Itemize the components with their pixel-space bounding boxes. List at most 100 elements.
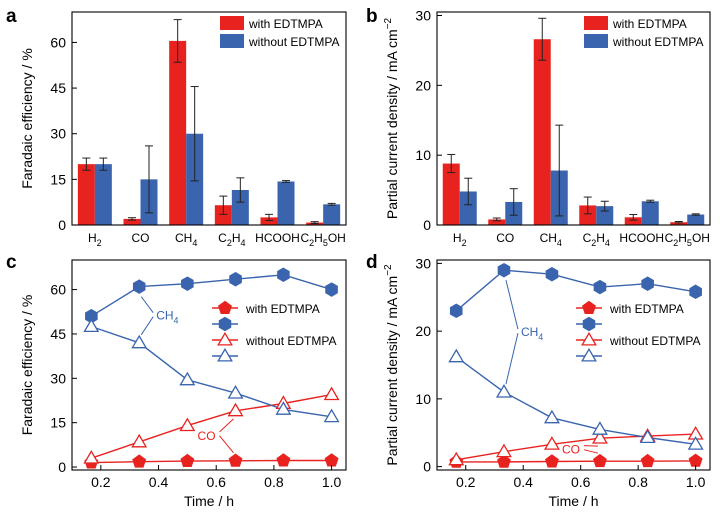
panel-a-ytick-label: 0 — [58, 217, 66, 233]
panel-a-legend-label-0: with EDTMPA — [248, 17, 323, 31]
panel-b-ytick-label: 30 — [415, 7, 431, 23]
panel-c-point-0-4 — [276, 453, 291, 467]
panel-c-legend-marker-2 — [217, 331, 233, 346]
panel-d-point-1-1 — [497, 262, 511, 278]
panel-c-point-1-3 — [229, 271, 242, 287]
panel-d-point-3-1 — [495, 384, 512, 398]
panel-b-bar-with-5 — [670, 222, 688, 225]
panel-c-point-3-4 — [275, 401, 292, 415]
panel-c-point-1-1 — [132, 279, 146, 294]
panel-d-point-0-5 — [688, 453, 703, 467]
panel-c-ytick-label: 15 — [50, 415, 66, 431]
panel-b-xtick-label-5: C2H5OH — [665, 231, 710, 248]
panel-c-point-3-1 — [131, 334, 148, 349]
panel-a-ytick-label: 15 — [50, 171, 66, 187]
panel-d-point-0-1 — [497, 454, 511, 468]
panel-b-xtick-label-3: C2H4 — [583, 231, 610, 248]
panel-a-ytick-label: 60 — [50, 34, 66, 50]
panel-b-legend-swatch-0 — [584, 16, 608, 30]
panel-b-bar-with-1 — [488, 219, 506, 225]
panel-c-xtick-label: 0.8 — [264, 474, 284, 490]
panel-d-legend-marker-3 — [581, 347, 597, 362]
panel-a-xtick-label-0: H2 — [88, 231, 102, 248]
panel-d-point-1-3 — [593, 279, 607, 295]
panel-b-ytick-label: 10 — [415, 147, 431, 163]
panel-d-legend-label-0: with EDTMPA — [609, 302, 684, 316]
panel-c-co-leader-bottom — [219, 435, 234, 454]
panel-b-bar-with-3 — [579, 205, 597, 225]
panel-c-ch4-annotation: CH4 — [156, 309, 178, 326]
panel-a-bar-with-4 — [260, 217, 278, 225]
panel-c-ylabel: Faradaic efficiency / % — [19, 295, 35, 436]
panel-d-point-3-3 — [591, 421, 608, 435]
panel-a-bar-with-0 — [77, 164, 95, 225]
panel-d-chart: 0 10 20 30 Partial current density / mA cm−2… — [383, 255, 711, 509]
panel-c-legend-marker-3 — [217, 347, 233, 362]
panel-d-point-3-0 — [448, 348, 465, 363]
panel-d-legend-marker-0 — [582, 300, 596, 314]
panel-letter-d: d — [366, 252, 378, 273]
panel-a-legend-swatch-1 — [220, 34, 244, 48]
panel-b-ytick-label: 20 — [415, 77, 431, 93]
panel-d-xtick-label: 0.6 — [571, 474, 591, 490]
panel-a-xtick-label-3: C2H4 — [218, 231, 245, 248]
panel-d-xtick-label: 0.8 — [628, 474, 648, 490]
panel-d-ytick-label: 30 — [415, 255, 431, 271]
plot-frame — [436, 11, 711, 226]
panel-a-chart: 0 15 30 45 60 Faradaic efficiency / % H2 CO CH4 C… — [19, 11, 347, 248]
panel-b-legend-label-1: without EDTMPA — [612, 35, 703, 49]
panel-d-xtick-label: 0.4 — [513, 474, 533, 490]
panel-b-legend-swatch-1 — [584, 34, 608, 48]
panel-c-point-0-1 — [132, 454, 147, 468]
panel-b-bar-without-4 — [641, 201, 659, 225]
panel-a-bar-without-4 — [277, 181, 295, 225]
panel-d-ytick-label: 0 — [423, 459, 431, 475]
panel-c-legend-marker-0 — [218, 300, 232, 314]
panel-letter-a: a — [6, 6, 17, 27]
panel-c-ch4-leader-bottom — [140, 316, 154, 336]
panel-d-point-1-0 — [449, 303, 463, 319]
panel-c-point-1-5 — [325, 282, 338, 297]
panel-a-ytick-label: 30 — [50, 126, 66, 142]
panel-d-point-0-2 — [545, 454, 559, 468]
panel-d-series-line-3 — [455, 356, 696, 445]
panel-d-point-1-4 — [641, 276, 654, 291]
panel-d-ch4-annotation: CH4 — [521, 325, 543, 342]
panel-a-legend-label-1: without EDTMPA — [248, 35, 339, 49]
panel-d-legend-marker-2 — [581, 331, 597, 346]
panel-d-point-3-5 — [687, 436, 704, 450]
panel-c-point-1-2 — [181, 276, 194, 291]
plot-frame — [436, 259, 711, 471]
panel-letter-b: b — [366, 6, 378, 27]
panel-c-series-line-0 — [91, 459, 332, 464]
panel-letter-c: c — [6, 252, 17, 273]
panel-c-series-line-1 — [90, 274, 332, 317]
panel-c-point-2-5 — [323, 386, 340, 401]
panel-d-legend-label-2: without EDTMPA — [609, 334, 700, 348]
panel-b-chart: 0 10 20 30 Partial current density / mA cm−2… — [383, 7, 711, 248]
panel-c-ytick-label: 45 — [50, 326, 66, 342]
panel-c-xtick-label: 0.6 — [206, 474, 226, 490]
panel-c-point-0-5 — [324, 453, 339, 467]
plot-frame — [71, 11, 347, 226]
panel-d-point-2-2 — [543, 436, 560, 450]
plot-frame — [71, 259, 347, 471]
panel-d-point-0-4 — [640, 453, 655, 468]
panel-a-bar-with-1 — [123, 218, 141, 225]
panel-b-bar-with-2 — [533, 39, 551, 225]
panel-a-ytick-label: 45 — [50, 80, 66, 96]
panel-a-bar-without-0 — [94, 164, 112, 225]
panel-c-chart: 0 15 30 45 60 Faradaic efficiency / % 0.2 0.4 0.… — [19, 259, 347, 509]
panel-d-ytick-label: 20 — [415, 323, 431, 339]
panel-d-point-3-2 — [543, 409, 560, 424]
panel-d-point-2-3 — [591, 430, 608, 444]
panel-d-legend-marker-1 — [582, 316, 596, 332]
panel-c-point-2-3 — [227, 402, 244, 417]
panel-c-ytick-label: 60 — [50, 282, 66, 298]
panel-d-co-annotation: CO — [562, 443, 580, 457]
panel-d-xtick-label: 0.2 — [456, 474, 476, 490]
panel-b-legend-label-0: with EDTMPA — [612, 17, 687, 31]
panel-b-ytick-label: 0 — [423, 217, 431, 233]
panel-d-xlabel: Time / h — [548, 493, 598, 509]
panel-d-co-leader-bottom — [583, 449, 599, 454]
